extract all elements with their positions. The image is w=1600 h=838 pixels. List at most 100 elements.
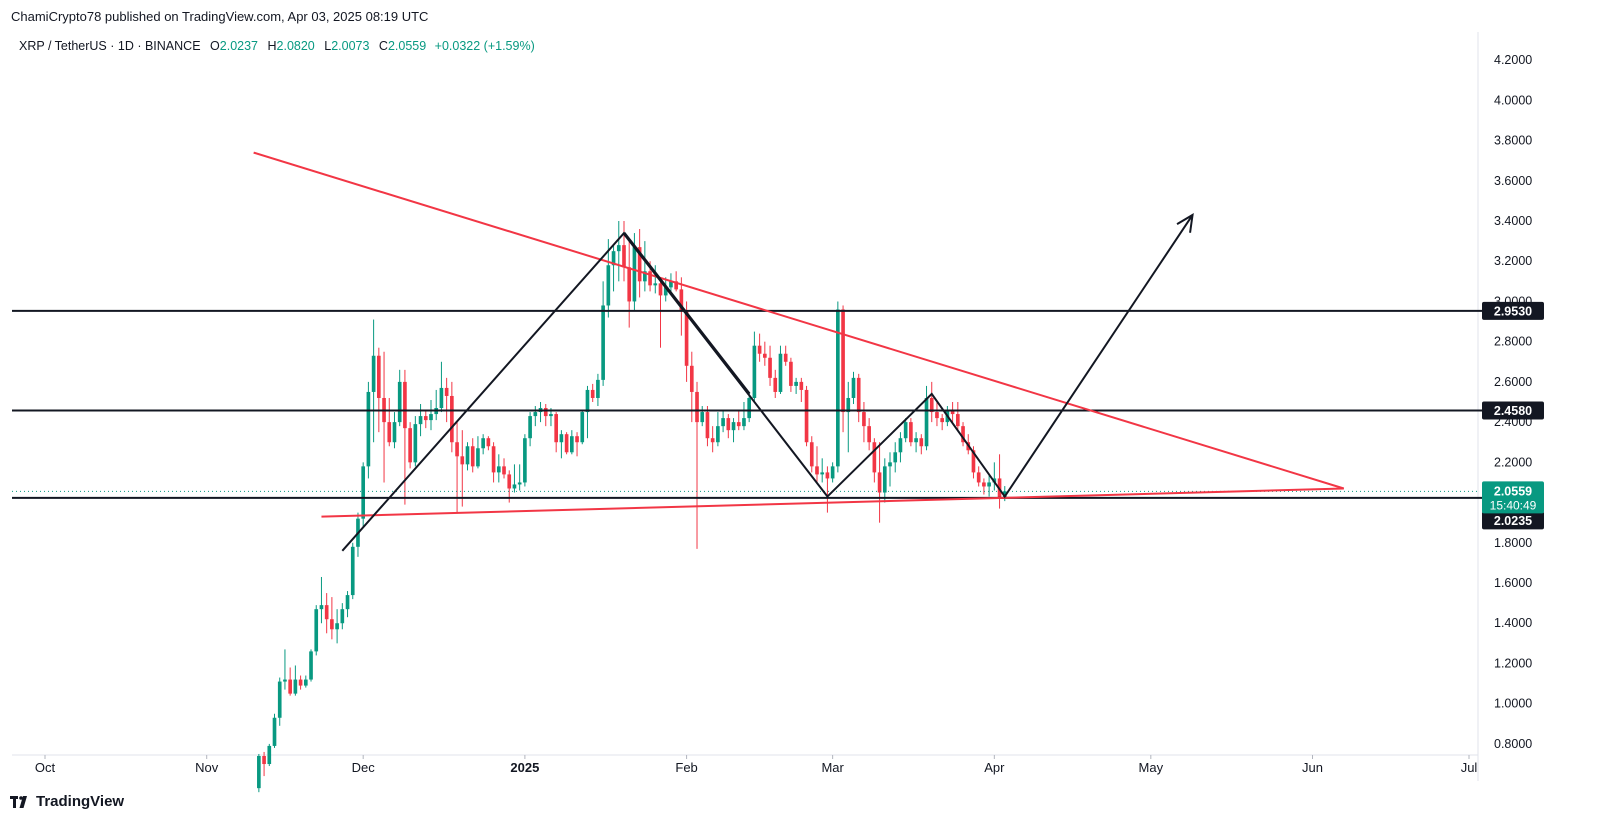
candle-body (283, 679, 287, 682)
candle (825, 466, 830, 513)
y-tick-label: 3.2000 (1494, 254, 1532, 268)
high-value: 2.0820 (276, 39, 315, 53)
candle (288, 667, 292, 696)
candle-body (403, 381, 407, 429)
candle (689, 351, 694, 423)
candle-body (653, 283, 658, 286)
level-price-tag-bg (1482, 401, 1544, 420)
candle (559, 430, 564, 459)
candle (663, 277, 668, 302)
upper-trendline[interactable] (253, 151, 1345, 490)
candle (382, 351, 386, 483)
candle-body (648, 271, 652, 286)
drawings-layer[interactable] (253, 151, 1345, 552)
candle (418, 404, 423, 437)
candle (789, 357, 793, 392)
candle (335, 609, 339, 644)
candle (700, 406, 705, 427)
candle-body (293, 679, 298, 694)
candle (403, 369, 407, 505)
level-price-tag: 2.9530 (1482, 301, 1544, 320)
candle-body (898, 438, 903, 453)
candle-body (418, 416, 423, 425)
candle (674, 271, 678, 292)
candle-body (924, 397, 929, 447)
tradingview-logo[interactable]: TradingView (10, 793, 124, 810)
candle (961, 422, 965, 447)
candle-body (309, 651, 313, 680)
candle-body (856, 377, 861, 413)
candle (909, 418, 913, 447)
x-tick-label: Jul (1461, 760, 1478, 775)
candle-body (330, 619, 334, 630)
candle-body (950, 410, 955, 415)
candle-body (622, 245, 626, 268)
x-tick-label: 2025 (510, 760, 539, 775)
candle (757, 333, 762, 362)
candle-body (851, 377, 856, 398)
candle-body (658, 283, 663, 296)
projection-path-thick-segment (622, 232, 751, 395)
candle-body (423, 416, 428, 421)
candle-body (575, 436, 579, 443)
x-tick-label: Dec (352, 760, 376, 775)
x-tick-label: Mar (821, 760, 844, 775)
candle-body (888, 462, 892, 467)
candle-body (705, 412, 710, 439)
symbol-name[interactable]: XRP / TetherUS · 1D · BINANCE (19, 39, 201, 53)
x-tick-label: Feb (675, 760, 697, 775)
candle-body (736, 422, 741, 427)
low-value: 2.0073 (331, 39, 370, 53)
candle (721, 410, 725, 433)
candle-body (825, 472, 830, 479)
candle-body (491, 446, 496, 473)
candle (622, 220, 626, 282)
levels-layer (12, 309, 1484, 499)
lower-trendline[interactable] (321, 487, 1344, 518)
candle-body (742, 418, 746, 427)
candle-body (841, 309, 845, 413)
candle (450, 381, 454, 453)
candle (350, 542, 355, 600)
candle-body (314, 609, 319, 652)
candle-body (914, 438, 918, 443)
y-tick-label: 1.4000 (1494, 616, 1532, 630)
candle (903, 418, 908, 443)
candle-body (773, 377, 778, 392)
candle-body (559, 434, 564, 443)
candle (950, 402, 955, 423)
candle-body (929, 397, 934, 413)
candle (596, 373, 600, 407)
candle-body (298, 679, 303, 686)
candle (570, 430, 574, 455)
candle-body (726, 418, 731, 431)
candle (528, 412, 532, 447)
candle-body (757, 345, 762, 354)
candle-body (444, 387, 449, 396)
candle (533, 406, 538, 427)
candle (643, 241, 647, 292)
candle-body (940, 418, 944, 423)
candle-body (272, 717, 277, 746)
candle (455, 422, 459, 513)
candle (267, 743, 272, 767)
close-value: 2.0559 (387, 39, 427, 53)
candle-body (710, 438, 715, 443)
candle-body (867, 426, 871, 443)
level-price-tag-bg (1482, 511, 1544, 530)
candle-body (288, 679, 292, 694)
candle (846, 381, 851, 453)
candle (366, 381, 371, 479)
x-tick-label: May (1139, 760, 1164, 775)
candle (543, 404, 548, 427)
candle (262, 751, 266, 777)
candle-body (909, 422, 913, 443)
y-tick-label: 1.0000 (1494, 697, 1532, 711)
candle (773, 369, 778, 398)
projection-path[interactable] (341, 214, 1194, 552)
candle-body (470, 446, 475, 467)
candle-body (700, 412, 705, 423)
candle-body (627, 267, 632, 302)
candle-body (366, 391, 371, 467)
